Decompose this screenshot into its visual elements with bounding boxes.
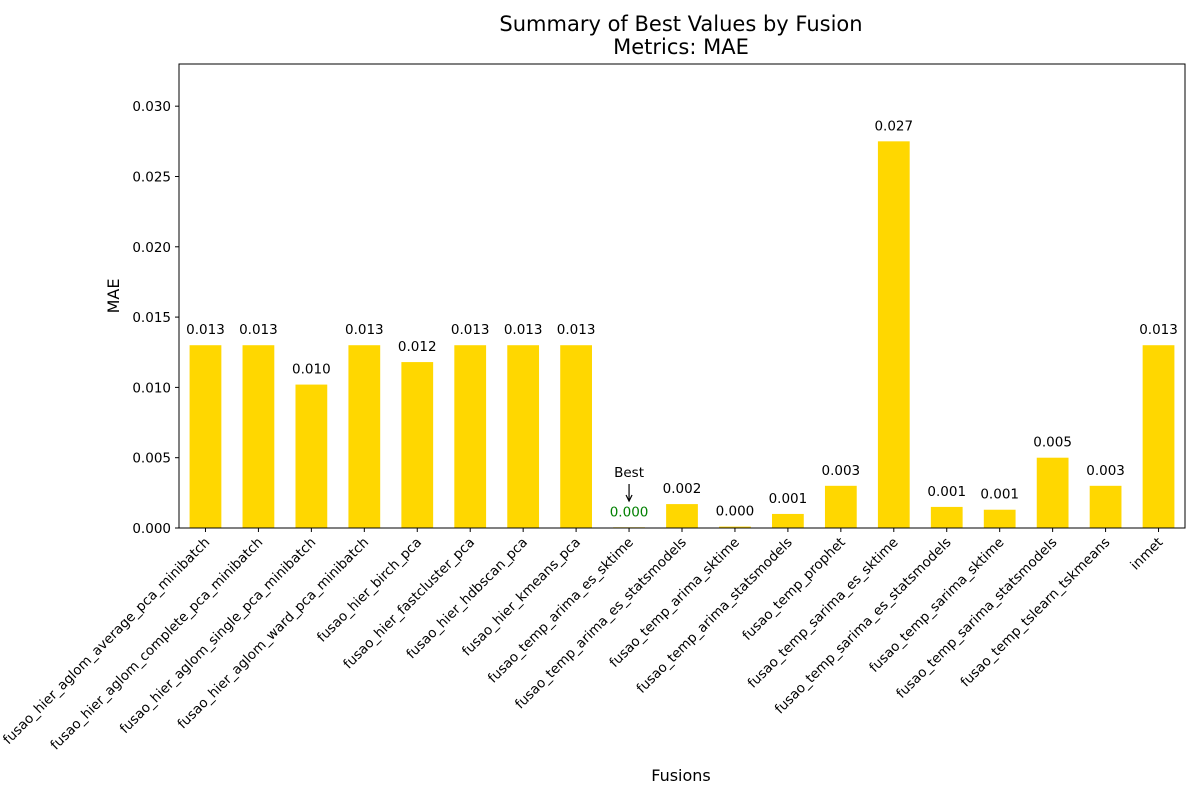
bar (1142, 345, 1175, 528)
bar (454, 345, 487, 528)
bar-value-label: 0.000 (610, 504, 649, 520)
y-tick-label: 0.025 (132, 169, 171, 185)
bar-value-label: 0.013 (239, 322, 278, 338)
bar-value-label: 0.013 (504, 322, 543, 338)
bar (1089, 485, 1122, 528)
y-axis-title: MAE (104, 279, 123, 314)
bar (189, 345, 222, 528)
bar-value-label: 0.001 (769, 491, 808, 507)
bar (983, 509, 1016, 528)
bar-value-label: 0.013 (1139, 322, 1178, 338)
bar-value-label: 0.010 (292, 362, 331, 378)
x-tick-label: fusao_hier_aglom_complete_pca_minibatch (47, 535, 266, 754)
bar-value-label: 0.003 (822, 463, 861, 479)
bar-value-label: 0.003 (1086, 463, 1125, 479)
bar (930, 506, 963, 528)
chart-subtitle: Metrics: MAE (613, 35, 749, 59)
bar (401, 362, 434, 528)
x-tick-label: fusao_hier_aglom_single_pca_minibatch (117, 535, 319, 737)
bar (295, 384, 328, 528)
x-tick-label: fusao_hier_aglom_ward_pca_minibatch (174, 535, 372, 733)
bar-value-label: 0.013 (186, 322, 225, 338)
bar (824, 485, 857, 528)
bar (348, 345, 381, 528)
bar (719, 526, 751, 528)
bar (772, 513, 804, 528)
best-annotation: Best (614, 465, 644, 481)
chart-title: Summary of Best Values by Fusion (499, 12, 862, 36)
bar (1036, 457, 1069, 528)
y-tick-label: 0.020 (132, 240, 171, 256)
bar-value-label: 0.013 (451, 322, 490, 338)
x-tick-label: inmet (1127, 535, 1166, 574)
bar-value-label: 0.005 (1033, 435, 1072, 451)
x-tick-label: fusao_hier_birch_pca (314, 535, 425, 646)
bar-value-label: 0.000 (716, 504, 755, 520)
bar-value-label: 0.001 (927, 484, 966, 500)
bar-value-label: 0.013 (345, 322, 384, 338)
bar-value-label: 0.002 (663, 481, 702, 497)
y-tick-label: 0.000 (132, 521, 171, 537)
y-tick-label: 0.015 (132, 310, 171, 326)
y-tick-label: 0.005 (132, 451, 171, 467)
bar (507, 345, 540, 528)
bar (666, 504, 698, 528)
best-arrow-head (625, 494, 633, 503)
bar (560, 345, 592, 528)
bar-value-label: 0.012 (398, 339, 437, 355)
plot-frame (178, 63, 1186, 529)
bar (877, 141, 910, 529)
y-tick-label: 0.010 (132, 380, 171, 396)
y-tick-label: 0.030 (132, 99, 171, 115)
x-tick-label: fusao_temp_prophet (739, 535, 848, 644)
plot-area: 0.000 0.005 0.010 0.015 0.020 0.025 0.030 fusao… (0, 63, 1186, 754)
bar (242, 345, 275, 528)
bar-value-label: 0.001 (980, 487, 1019, 503)
bar-value-label: 0.013 (557, 322, 596, 338)
bar-value-label: 0.027 (874, 118, 913, 134)
x-axis-title: Fusions (651, 766, 711, 785)
